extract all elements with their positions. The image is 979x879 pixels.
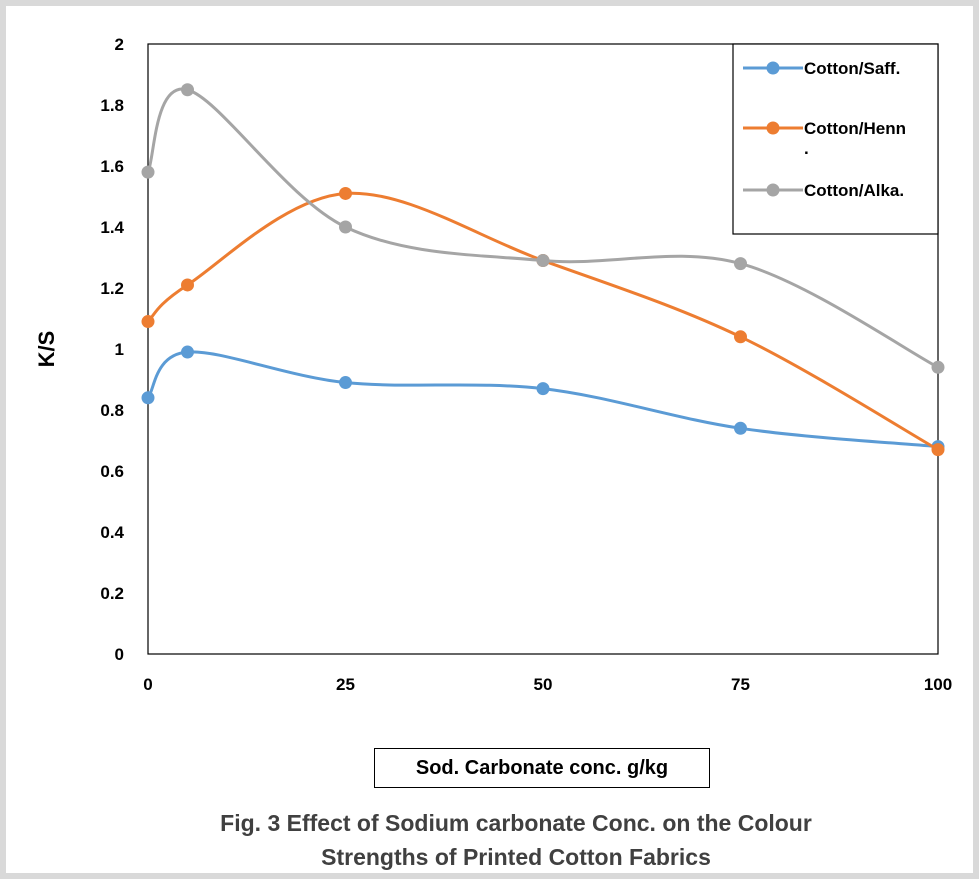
x-tick-label: 100 <box>924 675 952 694</box>
x-tick-label: 0 <box>143 675 152 694</box>
legend-label: Cotton/Henn. <box>804 119 906 158</box>
x-axis-label: Sod. Carbonate conc. g/kg <box>374 748 710 788</box>
y-tick-label: 2 <box>115 35 124 54</box>
data-point <box>339 376 352 390</box>
chart: 0 0.2 0.4 0.6 0.8 1 1.2 1.4 1.6 1.8 2 0 25 50 75 100 K/S… <box>34 35 952 694</box>
caption-line-1: Fig. 3 Effect of Sodium carbonate Conc. … <box>220 810 812 836</box>
data-point <box>181 345 194 359</box>
series-line <box>146 191 939 451</box>
y-tick-label: 1 <box>115 340 124 359</box>
data-point <box>181 278 194 292</box>
data-point <box>141 165 155 179</box>
data-point <box>931 443 945 457</box>
y-tick-label: 0.4 <box>100 523 124 542</box>
figure-frame: 0 0.2 0.4 0.6 0.8 1 1.2 1.4 1.6 1.8 2 0 25 50 75 100 K/S… <box>6 6 973 873</box>
y-tick-label: 0.2 <box>100 584 124 603</box>
data-point <box>181 83 194 97</box>
y-axis-label: K/S <box>34 331 59 368</box>
data-point <box>339 220 352 234</box>
legend-swatch-marker <box>766 61 780 75</box>
data-point <box>141 315 155 329</box>
series-line <box>146 350 939 449</box>
data-point <box>734 421 747 435</box>
data-point <box>931 360 945 374</box>
x-tick-label: 50 <box>534 675 553 694</box>
y-tick-label: 1.8 <box>100 96 124 115</box>
plot-area-border <box>147 43 939 655</box>
legend-label: Cotton/Saff. <box>804 59 900 78</box>
y-tick-label: 1.4 <box>100 218 124 237</box>
y-tick-label: 0.6 <box>100 462 124 481</box>
x-tick-label: 75 <box>731 675 750 694</box>
y-tick-label: 1.2 <box>100 279 124 298</box>
legend-swatch-marker <box>766 183 780 197</box>
caption-line-2: Strengths of Printed Cotton Fabrics <box>321 844 711 870</box>
legend-swatch-marker <box>766 121 780 135</box>
data-point <box>734 257 747 271</box>
data-point <box>141 391 155 405</box>
y-tick-label: 0 <box>115 645 124 664</box>
data-point <box>339 186 352 200</box>
y-tick-label: 1.6 <box>100 157 124 176</box>
legend-box <box>732 43 939 235</box>
data-point <box>536 382 550 396</box>
data-point <box>734 330 747 344</box>
y-tick-label: 0.8 <box>100 401 124 420</box>
figure-caption: Fig. 3 Effect of Sodium carbonate Conc. … <box>66 806 966 874</box>
legend-label: Cotton/Alka. <box>804 181 904 200</box>
x-tick-label: 25 <box>336 675 355 694</box>
data-point <box>536 254 550 268</box>
